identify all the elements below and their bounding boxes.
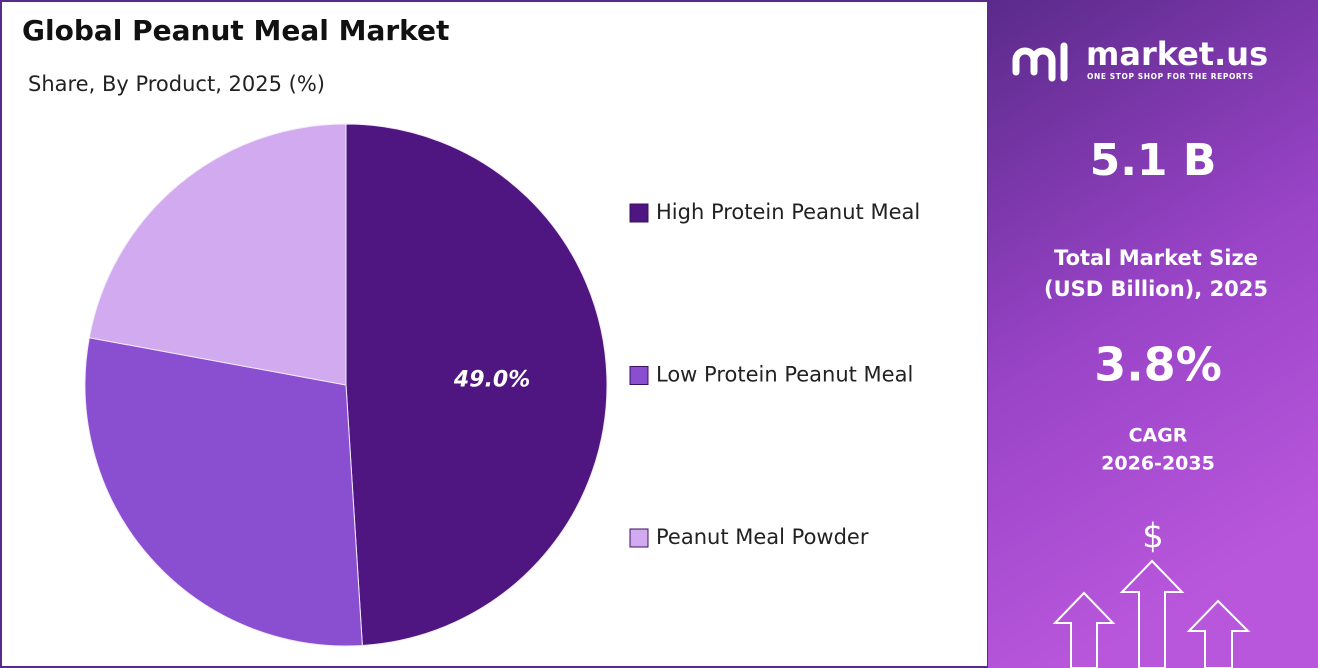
legend-label: High Protein Peanut Meal xyxy=(656,200,920,224)
brand-tagline: ONE STOP SHOP FOR THE REPORTS xyxy=(1087,72,1254,81)
arrow-icon xyxy=(1119,559,1185,668)
growth-arrows xyxy=(1052,559,1251,668)
dollar-icon: $ xyxy=(1142,517,1164,557)
logo-shape xyxy=(1030,47,1056,82)
pie-slice xyxy=(84,337,363,647)
brand-name: market.us xyxy=(1086,35,1268,73)
legend-label: Low Protein Peanut Meal xyxy=(656,363,913,387)
legend-swatch xyxy=(629,203,649,223)
cagr-label: 2026-2035 xyxy=(1101,453,1215,475)
cagr-label: CAGR xyxy=(1129,425,1188,447)
brand-logo xyxy=(1012,42,1068,82)
data-label: 49.0% xyxy=(453,367,530,392)
chart-title: Global Peanut Meal Market xyxy=(22,14,449,47)
pie-slice xyxy=(88,123,347,386)
legend-swatch xyxy=(629,366,649,385)
pie-slice xyxy=(345,123,608,647)
legend-label: Peanut Meal Powder xyxy=(656,525,869,549)
arrow-icon xyxy=(1186,599,1251,668)
market-size-label: Total Market Size xyxy=(1054,246,1258,270)
cagr-value: 3.8% xyxy=(1094,338,1222,392)
arrow-icon xyxy=(1052,591,1116,668)
market-size-label: (USD Billion), 2025 xyxy=(1044,277,1268,301)
legend-swatch xyxy=(629,528,649,548)
chart-subtitle: Share, By Product, 2025 (%) xyxy=(28,72,325,96)
side-panel xyxy=(988,0,1318,668)
market-size-value: 5.1 B xyxy=(1090,135,1217,186)
